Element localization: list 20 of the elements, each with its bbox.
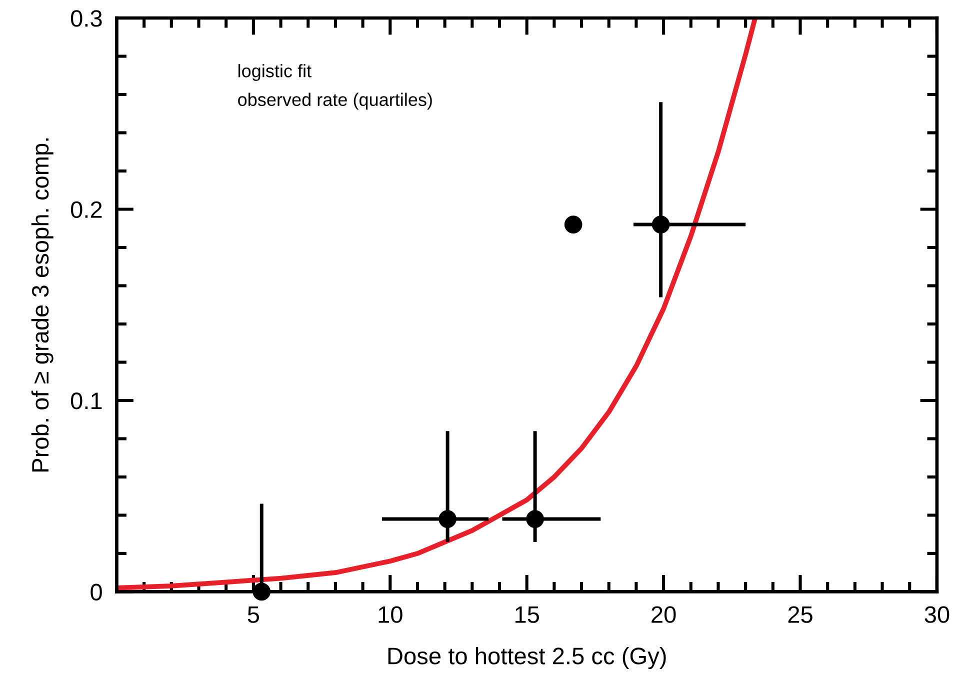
x-tick-label: 20 — [652, 606, 676, 623]
y-tick-label: 0.3 — [70, 10, 102, 27]
x-tick-label: 15 — [516, 606, 539, 623]
y-tick-label: 0.2 — [70, 201, 102, 218]
x-tick-label: 25 — [788, 606, 812, 623]
line-series — [116, 18, 758, 590]
point — [252, 582, 271, 601]
y-tick-label: 0.1 — [70, 392, 102, 410]
x-tick-label: 30 — [924, 606, 950, 623]
annotation: observed rate (quartiles) — [238, 92, 432, 110]
point — [526, 510, 544, 528]
annotation: logistic fit — [238, 64, 312, 81]
point — [652, 216, 670, 234]
y-axis-title: Prob. of ≥ grade 3 esoph. comp. — [31, 138, 54, 472]
point — [438, 510, 456, 528]
point — [564, 216, 582, 234]
x-tick-label: 5 — [248, 606, 260, 623]
y-tick-label: 0 — [90, 584, 102, 600]
x-axis-title: Dose to hottest 2.5 cc (Gy) — [388, 647, 666, 670]
x-tick-label: 10 — [378, 606, 402, 623]
